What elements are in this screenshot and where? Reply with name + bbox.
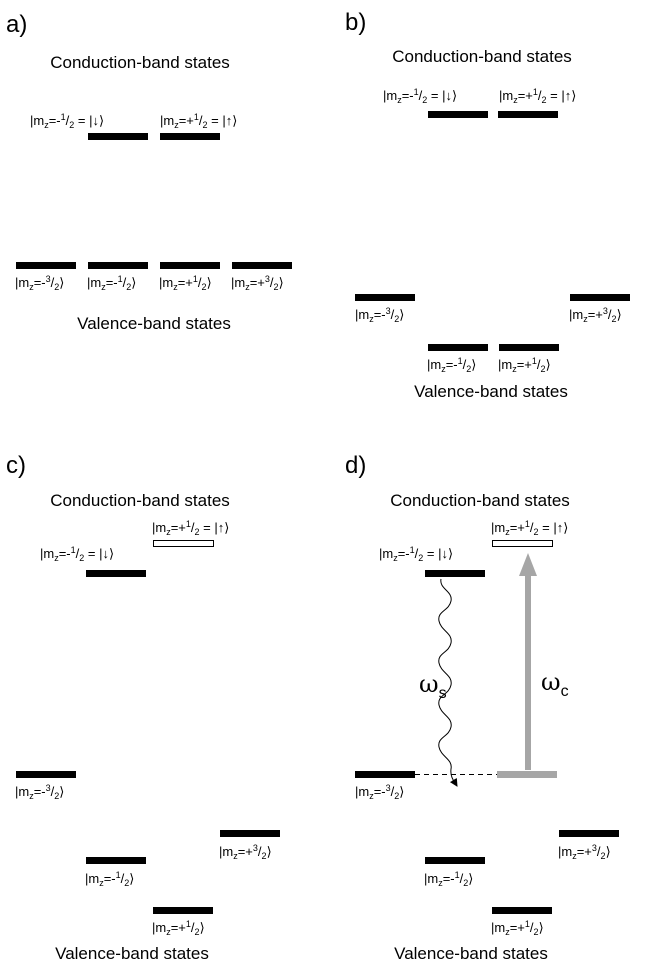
panel-c-label: c) xyxy=(6,452,26,479)
panel-b-state-cb-plus-half: |mz=+1/2 = |↑⟩ xyxy=(499,87,576,105)
panel-a-level-cb-minus-half xyxy=(88,133,148,140)
panel-a-level-vb-plus-three-half xyxy=(232,262,292,269)
panel-c-level-cb-plus-half xyxy=(153,540,214,547)
panel-a-level-vb-minus-three-half xyxy=(16,262,76,269)
panel-b-state-vb-minus-half: |mz=-1/2⟩ xyxy=(427,356,476,374)
panel-a-state-cb-plus-half: |mz=+1/2 = |↑⟩ xyxy=(160,112,237,130)
coupling-label: ωc xyxy=(541,668,569,700)
spontaneous-emission-arrow xyxy=(438,578,458,787)
coupling-arrow-head xyxy=(519,553,537,576)
panel-b-label: b) xyxy=(345,9,366,36)
panel-a-state-vb-minus-three-half: |mz=-3/2⟩ xyxy=(15,274,64,292)
panel-c-level-cb-minus-half xyxy=(86,570,146,577)
panel-c-level-vb-minus-three-half xyxy=(16,771,76,778)
panel-a-state-vb-minus-half: |mz=-1/2⟩ xyxy=(87,274,136,292)
panel-d-state-vb-plus-three-half: |mz=+3/2⟩ xyxy=(558,843,611,861)
panel-a: a) Conduction-band states |mz=-1/2 = |↓⟩… xyxy=(6,11,292,333)
panel-d-level-vb-minus-three-half xyxy=(355,771,415,778)
panel-a-state-cb-minus-half: |mz=-1/2 = |↓⟩ xyxy=(30,112,104,130)
panel-b: b) Conduction-band states |mz=-1/2 = |↓⟩… xyxy=(345,9,630,401)
panel-d-valence-title: Valence-band states xyxy=(394,944,548,963)
panel-b-valence-title: Valence-band states xyxy=(414,382,568,401)
panel-d-state-vb-minus-half: |mz=-1/2⟩ xyxy=(424,870,473,888)
panel-b-state-vb-plus-half: |mz=+1/2⟩ xyxy=(498,356,551,374)
panel-c-state-vb-minus-half: |mz=-1/2⟩ xyxy=(85,870,134,888)
panel-c-state-vb-plus-three-half: |mz=+3/2⟩ xyxy=(219,843,272,861)
virtual-level xyxy=(497,771,557,778)
panel-d-level-cb-minus-half xyxy=(425,570,485,577)
panel-c: c) Conduction-band states |mz=+1/2 = |↑⟩… xyxy=(6,452,280,963)
panel-c-state-vb-plus-half: |mz=+1/2⟩ xyxy=(152,919,205,937)
panel-a-level-vb-plus-half xyxy=(160,262,220,269)
panel-c-level-vb-plus-three-half xyxy=(220,830,280,837)
panel-c-conduction-title: Conduction-band states xyxy=(50,491,230,510)
panel-d-state-cb-plus-half: |mz=+1/2 = |↑⟩ xyxy=(491,519,568,537)
panel-c-level-vb-plus-half xyxy=(153,907,213,914)
panel-c-state-vb-minus-three-half: |mz=-3/2⟩ xyxy=(15,783,64,801)
panel-c-level-vb-minus-half xyxy=(86,857,146,864)
panel-d-label: d) xyxy=(345,452,366,479)
panel-d-conduction-title: Conduction-band states xyxy=(390,491,570,510)
panel-a-label: a) xyxy=(6,11,27,38)
panel-d: d) Conduction-band states |mz=+1/2 = |↑⟩… xyxy=(345,452,619,963)
panel-b-conduction-title: Conduction-band states xyxy=(392,47,572,66)
panel-d-level-cb-plus-half xyxy=(492,540,553,547)
panel-b-state-vb-plus-three-half: |mz=+3/2⟩ xyxy=(569,306,622,324)
panel-c-state-cb-minus-half: |mz=-1/2 = |↓⟩ xyxy=(40,545,114,563)
panel-a-state-vb-plus-three-half: |mz=+3/2⟩ xyxy=(231,274,284,292)
panel-a-conduction-title: Conduction-band states xyxy=(50,53,230,72)
panel-c-valence-title: Valence-band states xyxy=(55,944,209,963)
spontaneous-label: ωs xyxy=(419,670,447,702)
panel-b-level-vb-minus-half xyxy=(428,344,488,351)
panel-b-state-vb-minus-three-half: |mz=-3/2⟩ xyxy=(355,306,404,324)
panel-d-state-cb-minus-half: |mz=-1/2 = |↓⟩ xyxy=(379,545,453,563)
panel-d-state-vb-minus-three-half: |mz=-3/2⟩ xyxy=(355,783,404,801)
panel-b-level-cb-plus-half xyxy=(498,111,558,118)
panel-a-level-cb-plus-half xyxy=(160,133,220,140)
panel-b-level-vb-minus-three-half xyxy=(355,294,415,301)
panel-d-level-vb-plus-three-half xyxy=(559,830,619,837)
panel-b-state-cb-minus-half: |mz=-1/2 = |↓⟩ xyxy=(383,87,457,105)
panel-d-state-vb-plus-half: |mz=+1/2⟩ xyxy=(491,919,544,937)
panel-b-level-cb-minus-half xyxy=(428,111,488,118)
panel-a-valence-title: Valence-band states xyxy=(77,314,231,333)
panel-b-level-vb-plus-three-half xyxy=(570,294,630,301)
panel-d-level-vb-minus-half xyxy=(425,857,485,864)
panel-a-state-vb-plus-half: |mz=+1/2⟩ xyxy=(159,274,212,292)
panel-b-level-vb-plus-half xyxy=(499,344,559,351)
panel-c-state-cb-plus-half: |mz=+1/2 = |↑⟩ xyxy=(152,519,229,537)
panel-a-level-vb-minus-half xyxy=(88,262,148,269)
panel-d-level-vb-plus-half xyxy=(492,907,552,914)
